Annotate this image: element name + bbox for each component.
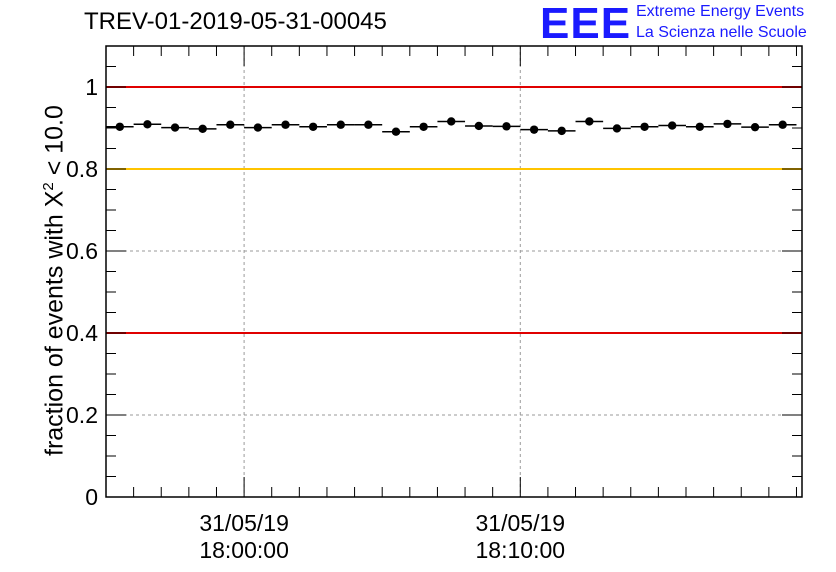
data-point bbox=[419, 122, 428, 131]
data-point bbox=[170, 123, 180, 132]
data-point bbox=[585, 117, 594, 126]
data-point bbox=[143, 120, 152, 129]
plot-frame bbox=[105, 45, 803, 498]
grid-lines bbox=[106, 46, 802, 497]
data-point bbox=[778, 120, 787, 129]
data-point bbox=[502, 122, 511, 131]
data-point bbox=[529, 125, 539, 134]
data-point bbox=[723, 119, 732, 129]
data-point bbox=[447, 117, 456, 126]
x-tick-label-time: 18:00:00 bbox=[199, 537, 289, 563]
data-point bbox=[391, 127, 401, 136]
data-point bbox=[612, 124, 622, 133]
y-axis-label-container: fraction of events with X2 < 10.0 bbox=[12, 0, 68, 500]
y-tick-label: 1 bbox=[85, 74, 98, 100]
y-tick-label: 0.2 bbox=[66, 402, 98, 428]
y-axis-label-suffix: < 10.0 bbox=[40, 105, 69, 183]
data-point bbox=[640, 122, 649, 131]
x-tick-label-time: 18:10:00 bbox=[476, 537, 566, 563]
data-point bbox=[281, 120, 290, 129]
eee-logo: EEE bbox=[540, 0, 632, 48]
data-point bbox=[474, 121, 484, 131]
data-point bbox=[336, 120, 345, 129]
data-point bbox=[115, 122, 125, 131]
y-tick-label: 0 bbox=[85, 484, 98, 510]
y-tick-label: 0.4 bbox=[66, 320, 98, 346]
data-point bbox=[695, 122, 705, 131]
data-point bbox=[226, 120, 235, 129]
reference-lines bbox=[106, 86, 802, 334]
y-axis-label-prefix: fraction of events with X bbox=[40, 190, 69, 456]
data-point bbox=[750, 122, 760, 132]
data-point bbox=[198, 124, 207, 134]
y-tick-label: 0.8 bbox=[66, 156, 98, 182]
logo-tagline-2: La Scienza nelle Scuole bbox=[636, 24, 807, 41]
x-tick-label-date: 31/05/19 bbox=[476, 510, 566, 536]
chart-title: TREV-01-2019-05-31-00045 bbox=[84, 8, 387, 35]
data-point bbox=[308, 122, 318, 131]
data-series bbox=[106, 117, 797, 136]
data-point bbox=[364, 120, 373, 129]
data-point bbox=[667, 121, 677, 130]
data-point bbox=[557, 126, 566, 136]
y-tick-labels: 0 0.2 0.4 0.6 0.8 1 bbox=[66, 74, 98, 510]
y-axis-label-superscript: 2 bbox=[40, 182, 57, 191]
y-axis-label: fraction of events with X2 < 10.0 bbox=[40, 105, 69, 456]
x-tick-label-date: 31/05/19 bbox=[199, 510, 289, 536]
data-point bbox=[253, 123, 263, 132]
y-tick-label: 0.6 bbox=[66, 238, 98, 264]
logo-tagline-1: Extreme Energy Events bbox=[636, 3, 805, 20]
axis-ticks bbox=[105, 45, 802, 498]
